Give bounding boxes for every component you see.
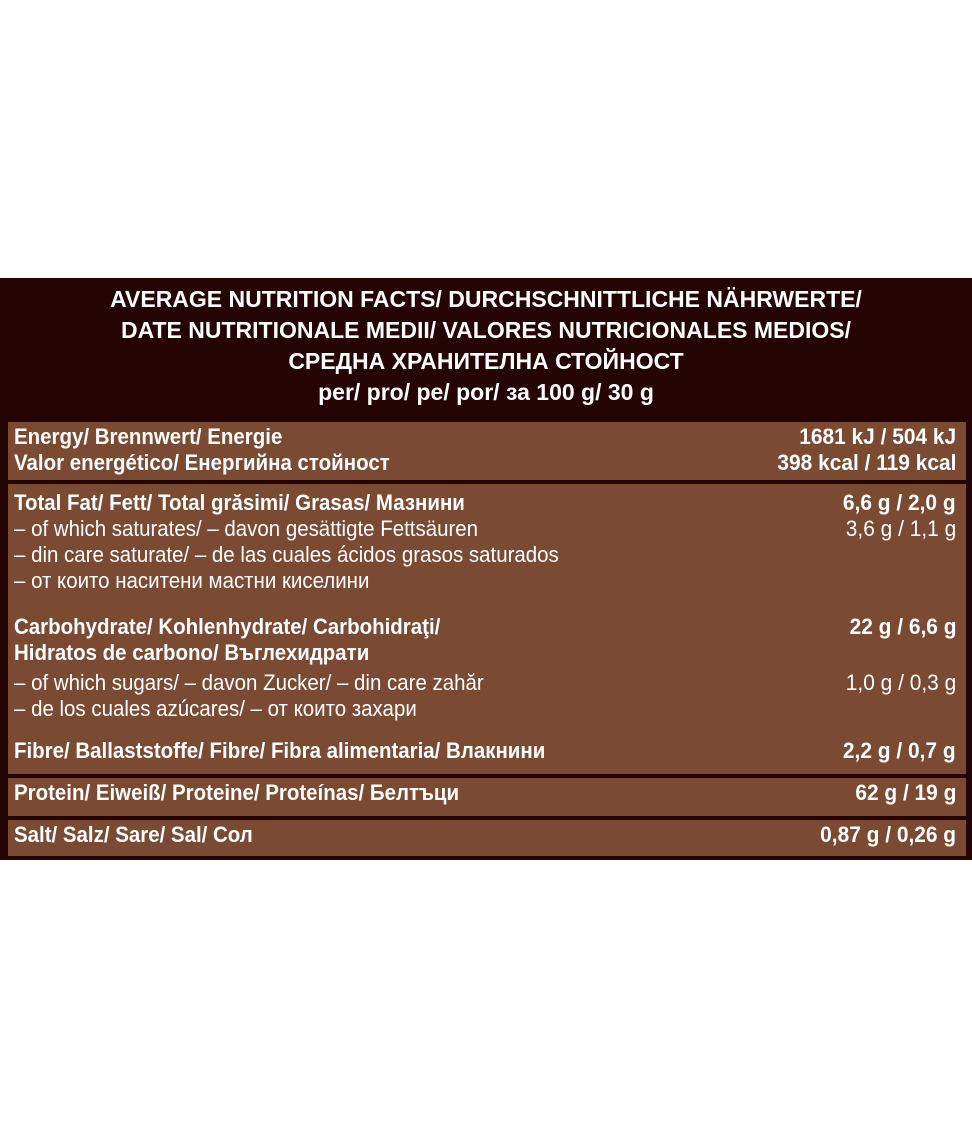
carbohydrate-label-es-bg: Hidratos de carbono/ Въглехидрати bbox=[14, 640, 370, 665]
carbohydrate-value: 22 g / 6,6 g bbox=[849, 614, 956, 639]
row-protein: Protein/ Eiweiß/ Proteine/ Proteínas/ Бе… bbox=[8, 778, 966, 816]
energy-label: Energy/ Brennwert/ Energie bbox=[14, 424, 283, 449]
saturates-label-en-de: – of which saturates/ – davon gesättigte… bbox=[14, 516, 479, 541]
sugars-label-en-de-ro: – of which sugars/ – davon Zucker/ – din… bbox=[14, 670, 484, 695]
header-serving: per/ pro/ pe/ por/ за 100 g/ 30 g bbox=[318, 379, 654, 405]
row-salt: Salt/ Salz/ Sare/ Sal/ Сол 0,87 g / 0,26 … bbox=[8, 820, 966, 856]
row-carbohydrate: Carbohydrate/ Kohlenhydrate/ Carbohidraţ… bbox=[8, 608, 966, 736]
nutrition-table: AVERAGE NUTRITION FACTS/ DURCHSCHNITTLIC… bbox=[0, 278, 972, 860]
energy-kj-value: 1681 kJ / 504 kJ bbox=[799, 424, 956, 449]
sugars-label-es-bg: – de los cuales azúcares/ – от които зах… bbox=[14, 696, 417, 721]
fibre-value: 2,2 g / 0,7 g bbox=[843, 738, 956, 763]
salt-value: 0,87 g / 0,26 g bbox=[820, 822, 956, 847]
fat-value: 6,6 g / 2,0 g bbox=[843, 490, 956, 515]
protein-label: Protein/ Eiweiß/ Proteine/ Proteínas/ Бе… bbox=[14, 780, 460, 805]
header-title-en-de: AVERAGE NUTRITION FACTS/ DURCHSCHNITTLIC… bbox=[110, 286, 862, 312]
energy-label-es-bg: Valor energético/ Енергийна стойност bbox=[14, 450, 390, 475]
energy-kcal-value: 398 kcal / 119 kcal bbox=[777, 450, 956, 475]
salt-label: Salt/ Salz/ Sare/ Sal/ Сол bbox=[14, 822, 253, 847]
saturates-label-bg: – от които наситени мастни киселини bbox=[14, 568, 370, 593]
table-header: AVERAGE NUTRITION FACTS/ DURCHSCHNITTLIC… bbox=[0, 284, 972, 408]
header-title-ro-es: DATE NUTRITIONALE MEDII/ VALORES NUTRICI… bbox=[120, 317, 852, 343]
row-fat: Total Fat/ Fett/ Total grăsimi/ Grasas/ … bbox=[8, 484, 966, 608]
header-title-bg: СРЕДНА ХРАНИТЕЛНА СТОЙНОСТ bbox=[288, 348, 684, 374]
saturates-label-ro-es: – din care saturate/ – de las cuales áci… bbox=[14, 542, 559, 567]
row-energy: Energy/ Brennwert/ Energie 1681 kJ / 504 … bbox=[8, 422, 966, 480]
fibre-label: Fibre/ Ballaststoffe/ Fibre/ Fibra alime… bbox=[14, 738, 546, 763]
carbohydrate-label: Carbohydrate/ Kohlenhydrate/ Carbohidraţ… bbox=[14, 614, 441, 639]
protein-value: 62 g / 19 g bbox=[854, 780, 956, 805]
saturates-value: 3,6 g / 1,1 g bbox=[845, 516, 956, 541]
row-fibre: Fibre/ Ballaststoffe/ Fibre/ Fibra alime… bbox=[8, 736, 966, 774]
fat-label: Total Fat/ Fett/ Total grăsimi/ Grasas/ … bbox=[14, 490, 465, 515]
sugars-value: 1,0 g / 0,3 g bbox=[845, 670, 956, 695]
